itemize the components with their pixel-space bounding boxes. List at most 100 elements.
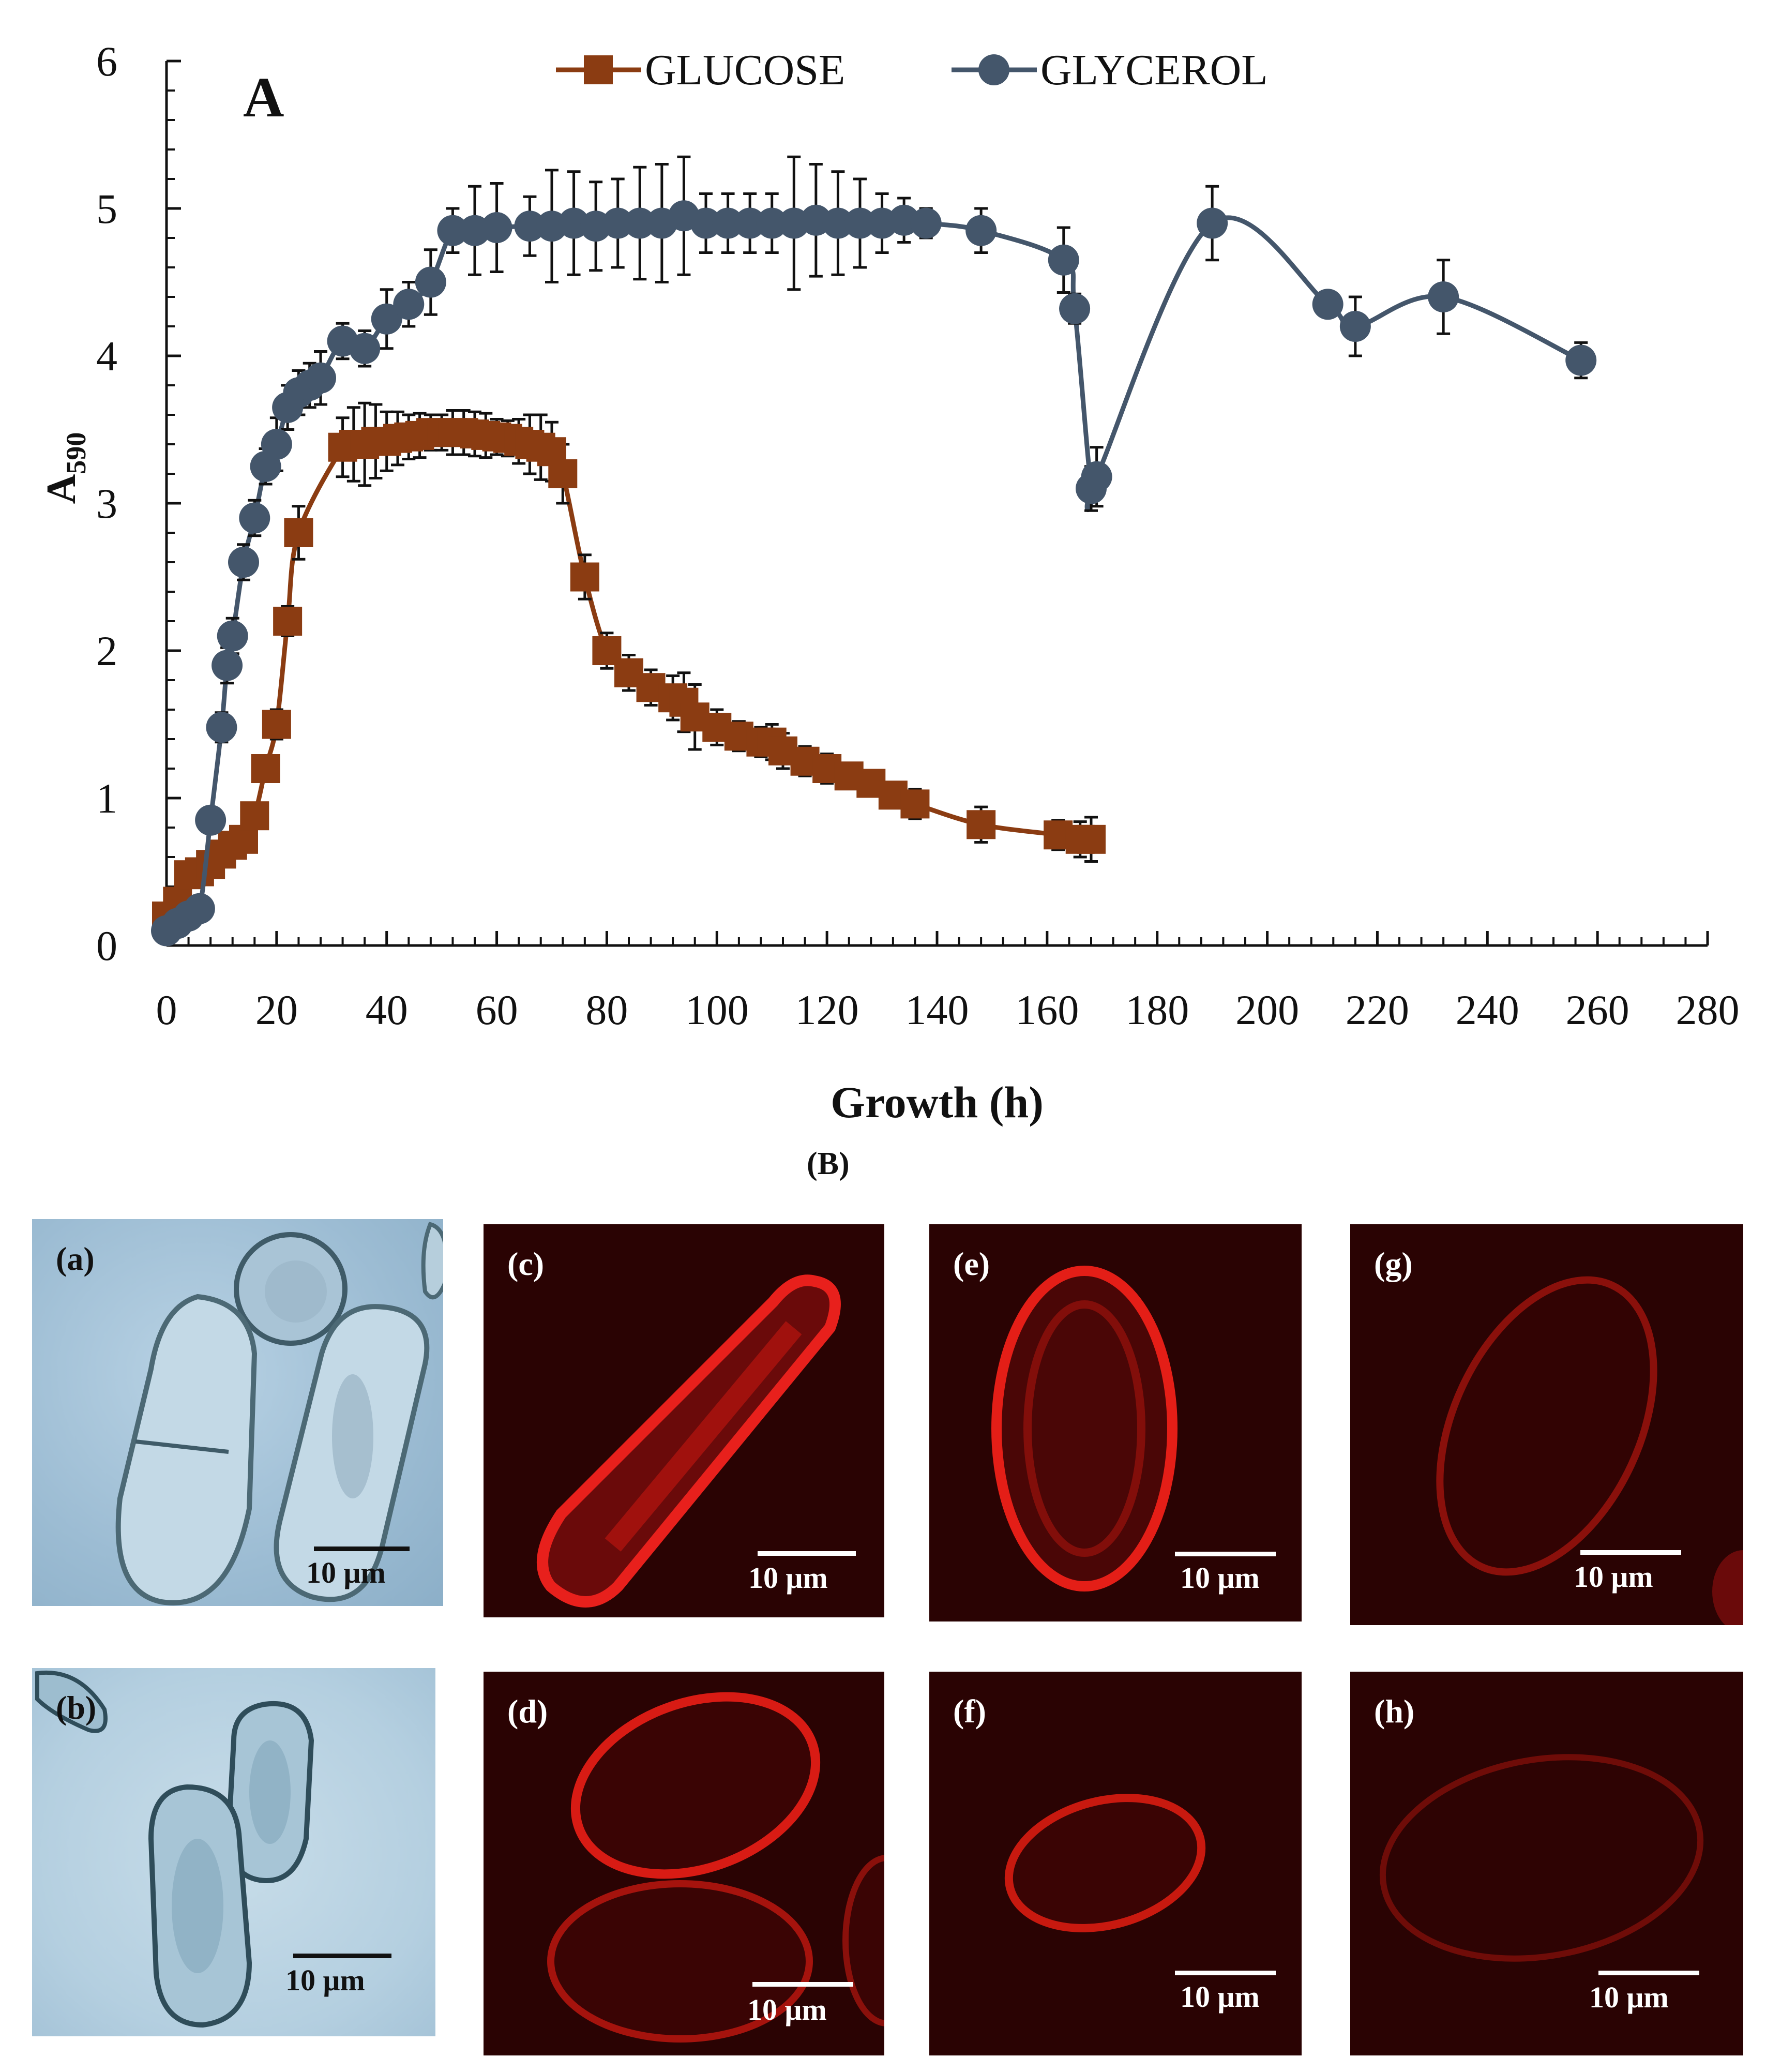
data-point-glycerol xyxy=(602,207,633,239)
x-tick-label: 240 xyxy=(1456,986,1519,1033)
y-tick-label: 5 xyxy=(96,185,117,232)
series-glucose xyxy=(152,401,1106,930)
scale-bar xyxy=(1580,1550,1681,1555)
chart-legend: GLUCOSE GLYCEROL xyxy=(556,46,1268,94)
data-point-glycerol xyxy=(212,650,243,681)
scale-text: 10 μm xyxy=(285,1963,365,1997)
y-axis-label: A590 xyxy=(39,432,92,504)
scale-bar xyxy=(758,1551,856,1556)
legend-marker-glucose xyxy=(584,55,613,84)
data-point-glycerol xyxy=(481,212,512,244)
cell-fluorescence-d xyxy=(547,1692,884,2043)
cell-fluorescence-h xyxy=(1379,1754,1704,1962)
data-point-glycerol xyxy=(393,289,425,320)
y-tick-label: 3 xyxy=(96,480,117,527)
data-point-glycerol xyxy=(514,211,546,242)
micrograph-e: (e) 10 μm xyxy=(929,1224,1302,1621)
micrograph-h: (h) 10 μm xyxy=(1350,1672,1743,2055)
data-point-glucose xyxy=(262,710,291,739)
data-point-glycerol xyxy=(261,429,292,460)
data-point-glucose xyxy=(967,810,996,839)
data-point-glycerol xyxy=(305,362,336,394)
data-point-glucose xyxy=(273,607,303,636)
x-axis-label: Growth (h) xyxy=(831,1077,1044,1127)
data-point-glycerol xyxy=(184,893,215,924)
data-point-glycerol xyxy=(624,207,656,239)
micrograph-d: (d) 10 μm xyxy=(484,1672,884,2055)
data-point-glycerol xyxy=(415,266,446,298)
data-point-glycerol xyxy=(371,303,402,335)
micrograph-h-letter: (h) xyxy=(1374,1693,1415,1730)
x-tick-label: 140 xyxy=(905,986,969,1033)
scale-text: 10 μm xyxy=(1589,1980,1669,2014)
x-tick-label: 20 xyxy=(255,986,298,1033)
series-glycerol xyxy=(151,155,1597,947)
micrograph-c: (c) 10 μm xyxy=(484,1224,884,1617)
y-tick-label: 6 xyxy=(96,38,117,85)
data-point-glucose xyxy=(900,789,930,819)
panel-a-label: A xyxy=(243,66,284,129)
x-tick-label: 120 xyxy=(795,986,859,1033)
scale-bar xyxy=(1598,1971,1699,1975)
legend-label-glycerol: GLYCEROL xyxy=(1040,46,1268,94)
micrograph-a: (a) 10 μm xyxy=(32,1219,443,1606)
data-point-glucose xyxy=(1077,824,1106,854)
data-point-glycerol xyxy=(437,215,469,246)
x-tick-label: 80 xyxy=(585,986,628,1033)
data-point-glycerol xyxy=(228,547,259,578)
data-point-glycerol xyxy=(217,620,248,652)
x-tick-label: 280 xyxy=(1676,986,1740,1033)
micrograph-f: (f) 10 μm xyxy=(929,1672,1302,2055)
data-point-glycerol xyxy=(1565,344,1597,376)
micrograph-a-letter: (a) xyxy=(56,1240,95,1277)
data-point-glycerol xyxy=(195,804,227,836)
data-point-glycerol xyxy=(1059,293,1091,324)
legend-label-glucose: GLUCOSE xyxy=(645,46,845,94)
micrograph-f-letter: (f) xyxy=(953,1693,986,1730)
micrograph-b: (b) 10 μm xyxy=(32,1668,435,2036)
chart-series-layer xyxy=(151,155,1597,947)
data-point-glycerol xyxy=(1428,281,1459,312)
data-point-glucose xyxy=(284,518,313,547)
cell-fluorescence-c xyxy=(537,1274,841,1608)
x-tick-label: 100 xyxy=(685,986,749,1033)
data-point-glycerol xyxy=(965,215,997,246)
x-tick-label: 160 xyxy=(1015,986,1079,1033)
data-point-glycerol xyxy=(206,712,237,743)
data-point-glucose xyxy=(251,754,280,783)
y-tick-label: 2 xyxy=(96,627,117,674)
micrograph-d-letter: (d) xyxy=(507,1693,548,1730)
data-point-glycerol xyxy=(1339,311,1371,342)
scale-bar xyxy=(752,1982,853,1987)
scale-text: 10 μm xyxy=(747,1993,827,2026)
data-point-glycerol xyxy=(756,207,788,239)
data-point-glycerol xyxy=(712,207,744,239)
micrograph-g-letter: (g) xyxy=(1374,1245,1413,1282)
data-point-glycerol xyxy=(1048,244,1079,276)
legend-marker-glycerol xyxy=(978,54,1009,85)
x-tick-label: 200 xyxy=(1235,986,1299,1033)
scale-text: 10 μm xyxy=(1180,1980,1260,2014)
data-point-glycerol xyxy=(1312,289,1344,320)
data-point-glycerol xyxy=(239,502,270,534)
micrograph-c-letter: (c) xyxy=(507,1245,545,1282)
data-point-glycerol xyxy=(349,333,381,364)
scale-text: 10 μm xyxy=(306,1556,386,1589)
y-tick-label: 1 xyxy=(96,775,117,822)
cell-fluorescence-f xyxy=(1004,1794,1206,1932)
cell-fluorescence-g xyxy=(1436,1276,1743,1625)
scale-bar xyxy=(314,1547,410,1551)
x-tick-label: 220 xyxy=(1346,986,1409,1033)
scale-text: 10 μm xyxy=(748,1561,828,1595)
data-point-glucose xyxy=(570,562,599,592)
scale-bar xyxy=(293,1954,391,1958)
y-tick-label: 4 xyxy=(96,333,117,380)
x-tick-label: 180 xyxy=(1125,986,1189,1033)
y-axis-label-main: A xyxy=(39,474,84,504)
data-point-glycerol xyxy=(1081,461,1112,492)
scale-bar xyxy=(1175,1971,1276,1975)
x-tick-label: 40 xyxy=(366,986,408,1033)
y-tick-label: 0 xyxy=(96,922,117,969)
